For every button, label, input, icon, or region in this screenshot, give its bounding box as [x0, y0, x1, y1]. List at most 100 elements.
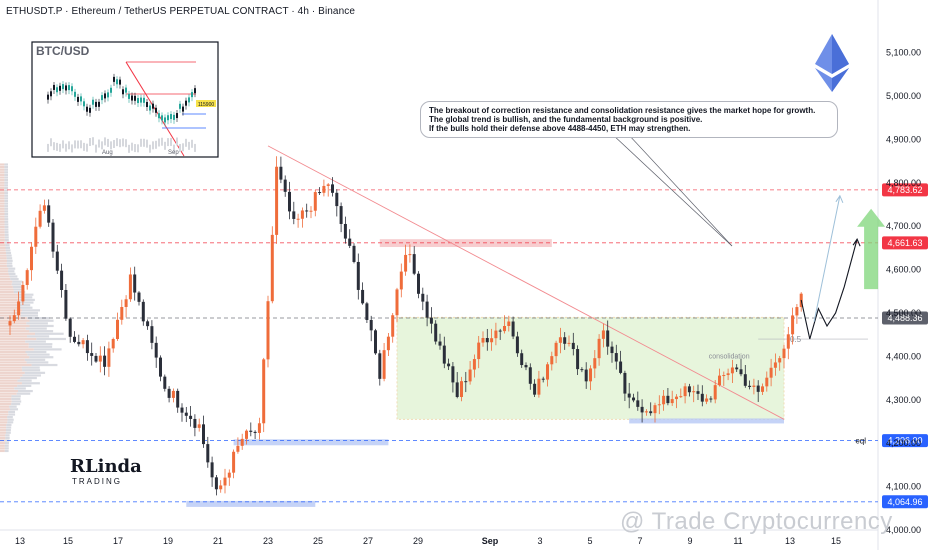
volume-profile-bar: [0, 173, 5, 177]
candle-body: [589, 368, 592, 382]
callout-line-1: The breakout of correction resistance an…: [429, 106, 816, 115]
volume-profile-bar: [4, 449, 9, 453]
volume-profile-bar: [29, 324, 54, 328]
candle-body: [339, 206, 343, 224]
inset-volume: [137, 144, 139, 153]
volume-profile-bar: [0, 449, 5, 453]
candle-body: [576, 349, 580, 370]
volume-profile-bar: [0, 434, 6, 437]
candle-body: [700, 393, 704, 402]
candle-body: [408, 254, 412, 256]
volume-profile-bar: [11, 283, 22, 286]
candle-body: [262, 359, 266, 424]
y-tick-label: 5,000.00: [886, 91, 921, 101]
volume-profile-bar: [0, 270, 8, 273]
inset-candle: [53, 84, 55, 90]
volume-profile-bar: [29, 319, 54, 322]
volume-profile-bar: [0, 408, 10, 411]
candle-body: [537, 378, 541, 395]
candle-body: [348, 238, 352, 246]
eql-label: eql: [855, 437, 866, 446]
volume-profile-bar: [0, 304, 17, 307]
volume-profile-bar: [14, 387, 26, 390]
inset-candle: [152, 103, 154, 109]
candle-body: [206, 444, 210, 463]
candle-body: [606, 330, 610, 347]
candle-body: [85, 340, 89, 354]
volume-profile-bar: [0, 340, 26, 343]
volume-profile-bar: [4, 212, 9, 216]
y-tick-label: 4,900.00: [886, 134, 921, 144]
candle-body: [68, 318, 72, 337]
volume-profile-bar: [9, 275, 18, 278]
inset-volume: [59, 143, 61, 152]
y-tick-label: 4,400.00: [886, 351, 921, 361]
y-tick-label: 4,800.00: [886, 178, 921, 188]
inset-volume: [158, 138, 160, 147]
volume-profile-bar: [4, 236, 9, 239]
volume-profile-bar: [0, 301, 19, 304]
support-zone: [186, 500, 316, 507]
volume-profile-bar: [28, 345, 53, 348]
inset-btc-title: BTC/USD: [36, 44, 90, 58]
target-line: [813, 195, 841, 322]
volume-profile-bar: [11, 400, 22, 403]
inset-candle: [167, 115, 169, 121]
volume-profile-bar: [0, 210, 5, 213]
key-level-tag: [882, 495, 928, 509]
candle-body: [756, 385, 760, 392]
inset-x-label: Aug: [102, 150, 113, 156]
consolidation-label: consolidation: [709, 354, 750, 361]
candle-body: [12, 315, 16, 322]
inset-candle: [137, 98, 139, 104]
eth-logo-top-shade: [832, 34, 849, 74]
volume-profile-bar: [0, 374, 23, 377]
volume-profile-bar: [28, 343, 53, 346]
inset-volume: [191, 139, 193, 148]
x-tick-label: 25: [313, 536, 323, 546]
inset-candle: [107, 92, 109, 98]
volume-profile-bar: [7, 416, 13, 419]
inset-volume: [116, 138, 118, 147]
candle-body: [593, 358, 597, 369]
volume-profile-bar: [0, 267, 9, 270]
candle-body: [610, 346, 614, 354]
volume-profile-bar: [29, 330, 54, 333]
volume-profile-bar: [4, 442, 9, 445]
candle-body: [614, 353, 618, 362]
candle-body: [318, 192, 322, 194]
candle-body: [47, 205, 51, 223]
x-tick-label: 13: [785, 536, 795, 546]
candle-body: [498, 330, 502, 332]
inset-candle: [101, 95, 103, 101]
volume-profile-bar: [4, 210, 9, 213]
inset-candle: [56, 87, 58, 93]
inset-candle: [113, 76, 115, 82]
inset-candle: [122, 89, 124, 95]
candle-body: [434, 323, 438, 342]
candle-body: [55, 251, 59, 271]
candle-body: [743, 374, 747, 386]
inset-candle: [155, 107, 157, 113]
candle-body: [692, 391, 696, 393]
volume-profile-bar: [0, 335, 28, 338]
inset-candle: [134, 95, 136, 101]
candle-body: [167, 388, 171, 398]
volume-profile-bar: [0, 371, 25, 374]
inset-volume: [125, 139, 127, 148]
volume-profile-bar: [0, 215, 5, 218]
inset-candle: [59, 85, 61, 91]
x-tick-label: 17: [113, 536, 123, 546]
volume-profile-bar: [4, 218, 9, 221]
inset-candle: [182, 106, 184, 112]
candle-body: [683, 386, 687, 397]
inset-volume: [194, 143, 196, 152]
candle-body: [438, 341, 442, 346]
volume-profile-bar: [22, 374, 41, 377]
candle-body: [150, 326, 154, 343]
volume-profile-bar: [0, 192, 5, 195]
inset-candle: [191, 92, 193, 98]
inset-candle: [170, 114, 172, 120]
x-tick-label: 27: [363, 536, 373, 546]
